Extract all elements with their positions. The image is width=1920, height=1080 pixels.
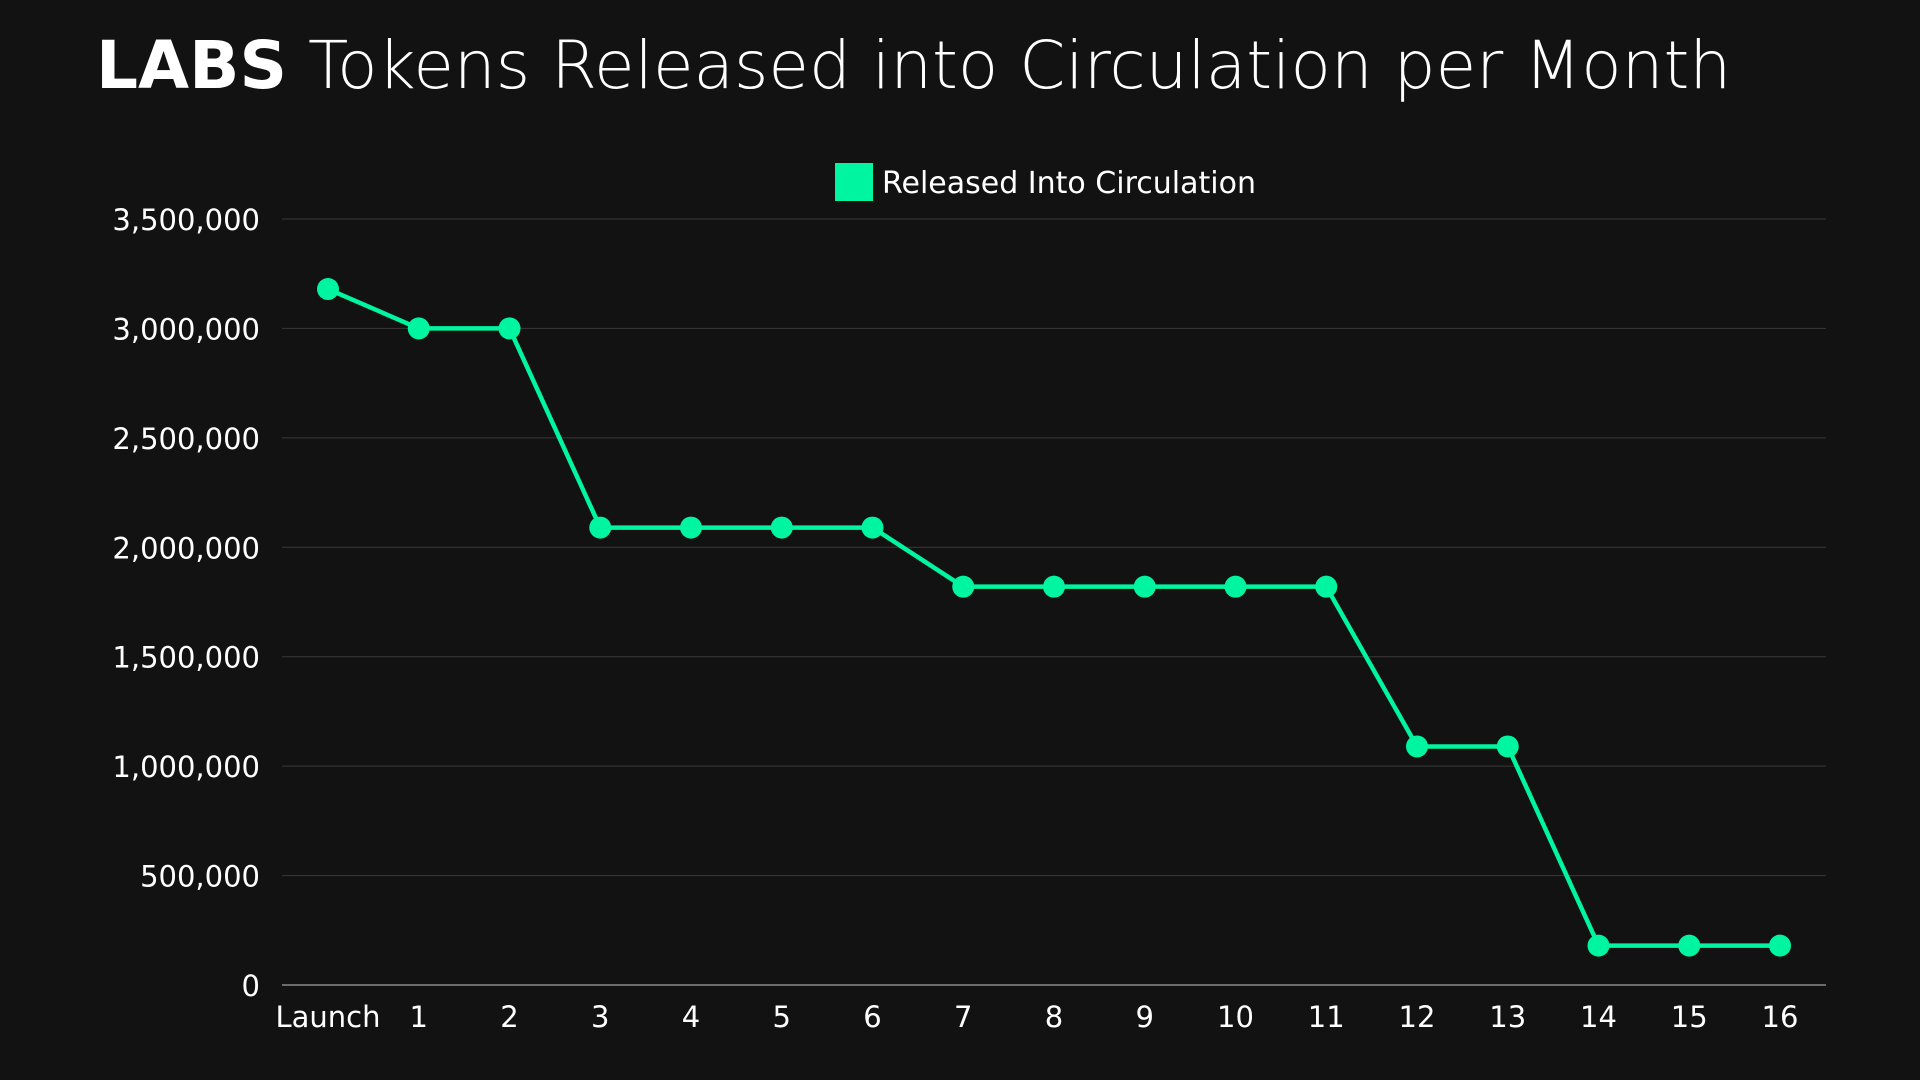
x-tick-label: 13 [1489, 1000, 1526, 1034]
x-tick-label: 4 [682, 1000, 700, 1034]
y-tick-label: 0 [242, 969, 260, 1003]
x-tick-label: 7 [954, 1000, 972, 1034]
y-tick-label: 1,500,000 [112, 641, 260, 675]
chart-title-rest: Tokens Released into Circulation per Mon… [287, 27, 1731, 104]
x-tick-label: 9 [1136, 1000, 1154, 1034]
data-point [407, 317, 430, 340]
y-tick-label: 500,000 [140, 860, 260, 894]
x-tick-label: 3 [591, 1000, 609, 1034]
x-tick-label: 12 [1399, 1000, 1436, 1034]
x-tick-label: 11 [1308, 1000, 1345, 1034]
legend: Released Into Circulation [835, 163, 1256, 201]
x-tick-label: 10 [1217, 1000, 1254, 1034]
series-line [327, 286, 1780, 948]
series-released-into-circulation [317, 278, 1791, 957]
data-point [1769, 934, 1791, 957]
legend-swatch [835, 163, 873, 201]
data-point [498, 317, 521, 340]
x-tick-label: 14 [1580, 1000, 1617, 1034]
data-point [1678, 934, 1701, 957]
data-point [1496, 735, 1519, 758]
x-tick-label: Launch [275, 1000, 380, 1034]
chart-title: LABS Tokens Released into Circulation pe… [96, 27, 1731, 104]
y-axis: 0 500,000 1,000,000 1,500,000 2,000,000 2,500… [112, 203, 260, 1003]
data-point [1133, 575, 1156, 598]
x-tick-label: 6 [863, 1000, 881, 1034]
data-point [589, 516, 612, 539]
data-point [861, 516, 884, 539]
data-point [1043, 575, 1065, 598]
data-point [1315, 575, 1338, 598]
chart-title-bold: LABS [96, 27, 287, 104]
data-point [1587, 934, 1610, 957]
y-tick-label: 2,500,000 [112, 422, 260, 456]
y-tick-label: 1,000,000 [112, 750, 260, 784]
data-point [680, 516, 702, 539]
x-tick-label: 2 [500, 1000, 518, 1034]
legend-label: Released Into Circulation [882, 166, 1256, 201]
grid-lines [282, 218, 1826, 877]
x-tick-label: 15 [1671, 1000, 1708, 1034]
data-point [1406, 735, 1428, 758]
y-tick-label: 3,000,000 [112, 312, 260, 346]
data-point [1224, 575, 1247, 598]
y-tick-label: 3,500,000 [112, 203, 260, 237]
x-tick-label: 1 [410, 1000, 428, 1034]
x-axis: Launch 1 2 3 4 5 6 7 8 9 10 11 12 13 14 15 16 [275, 984, 1826, 1034]
x-tick-label: 5 [773, 1000, 791, 1034]
data-point [770, 516, 793, 539]
data-point [317, 278, 339, 301]
x-tick-label: 8 [1045, 1000, 1063, 1034]
x-tick-label: 16 [1762, 1000, 1799, 1034]
data-point [952, 575, 975, 598]
y-tick-label: 2,000,000 [112, 531, 260, 565]
